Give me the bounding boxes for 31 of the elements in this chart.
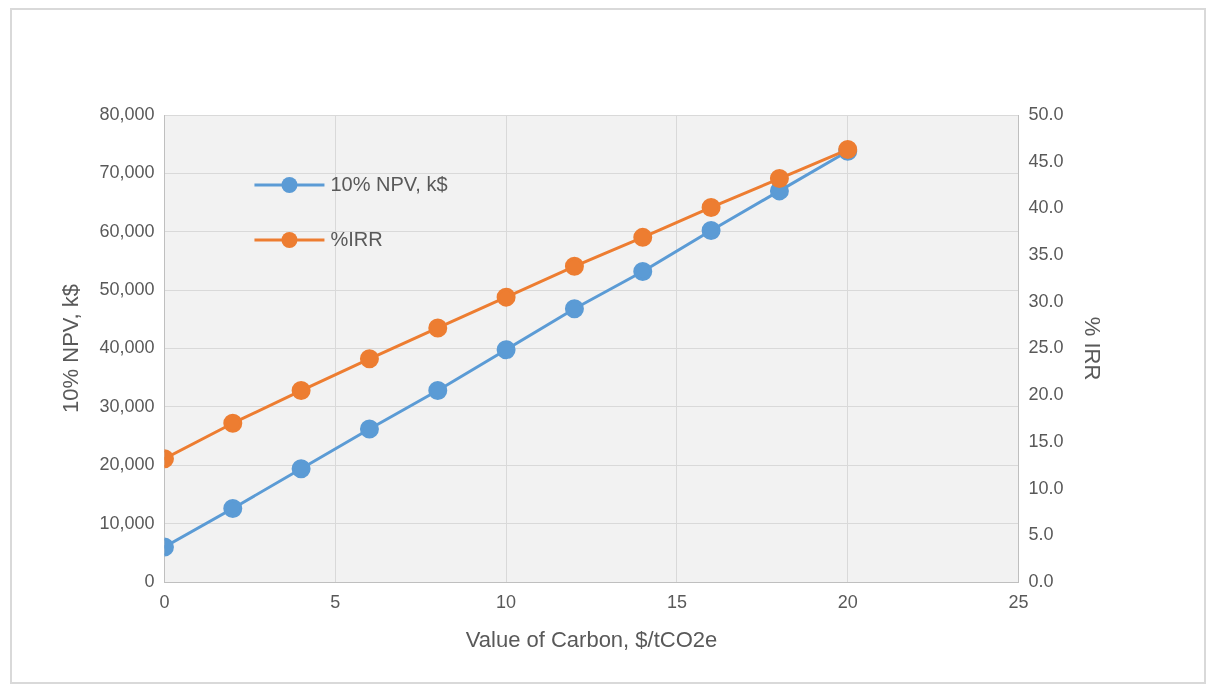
y2-tick-label: 25.0	[1028, 337, 1064, 358]
y2-tick-label: 45.0	[1028, 150, 1064, 171]
y2-axis-title: % IRR	[1079, 316, 1105, 381]
y2-tick-label: 10.0	[1028, 477, 1064, 498]
legend-label: %IRR	[330, 227, 383, 250]
x-tick-label: 5	[330, 591, 341, 612]
y-tick-label: 30,000	[99, 395, 155, 416]
y-tick-label: 20,000	[99, 454, 155, 475]
y2-tick-label: 35.0	[1028, 244, 1064, 265]
y-tick-label: 80,000	[99, 103, 155, 124]
y2-tick-label: 50.0	[1028, 103, 1064, 124]
y-tick-label: 60,000	[99, 220, 155, 241]
y-tick-label: 0	[144, 570, 155, 591]
y-tick-label: 70,000	[99, 162, 155, 183]
x-tick-label: 10	[496, 591, 517, 612]
y2-tick-label: 20.0	[1028, 384, 1064, 405]
y2-tick-label: 40.0	[1028, 197, 1064, 218]
y-tick-label: 50,000	[99, 279, 155, 300]
x-tick-label: 25	[1008, 591, 1029, 612]
y-axis-title: 10% NPV, k$	[58, 284, 84, 413]
y2-tick-label: 0.0	[1028, 570, 1054, 591]
x-tick-label: 15	[666, 591, 687, 612]
y2-tick-label: 15.0	[1028, 430, 1064, 451]
y-tick-label: 40,000	[99, 337, 155, 358]
y-tick-label: 10,000	[99, 512, 155, 533]
x-tick-label: 0	[159, 591, 170, 612]
legend-label: 10% NPV, k$	[330, 172, 448, 195]
x-tick-label: 20	[837, 591, 858, 612]
y2-tick-label: 5.0	[1028, 524, 1054, 545]
x-axis-title: Value of Carbon, $/tCO2e	[465, 626, 718, 652]
y2-tick-label: 30.0	[1028, 290, 1064, 311]
